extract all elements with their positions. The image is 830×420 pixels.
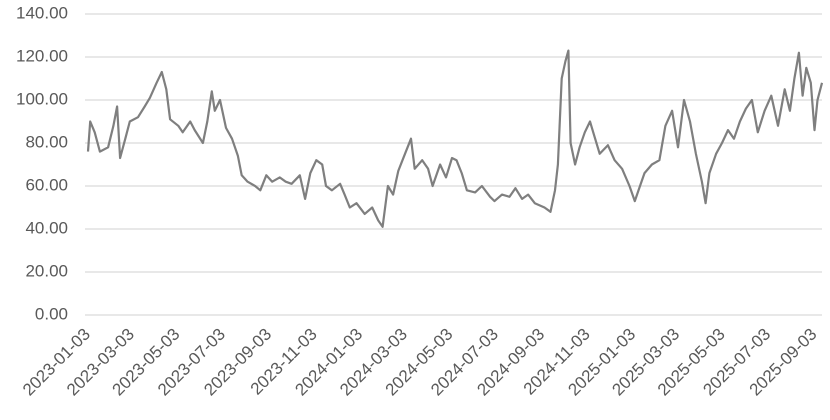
y-tick-label: 100.00 bbox=[16, 89, 68, 108]
y-tick-label: 20.00 bbox=[25, 261, 68, 280]
y-tick-label: 120.00 bbox=[16, 46, 68, 65]
y-tick-label: 80.00 bbox=[25, 132, 68, 151]
y-tick-label: 0.00 bbox=[35, 304, 68, 323]
y-tick-label: 40.00 bbox=[25, 218, 68, 237]
y-tick-label: 60.00 bbox=[25, 175, 68, 194]
y-tick-label: 140.00 bbox=[16, 3, 68, 22]
line bbox=[86, 49, 824, 228]
